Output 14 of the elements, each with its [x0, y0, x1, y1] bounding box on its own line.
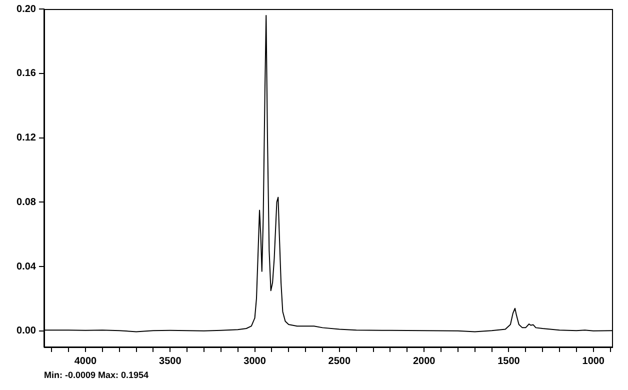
x-tick-label: 2000 — [412, 356, 436, 367]
x-tick-label: 3000 — [244, 356, 266, 367]
y-tick-label: 0.16 — [16, 68, 36, 80]
x-tick-label: 4000 — [74, 356, 98, 367]
x-tick-label: 2500 — [328, 356, 351, 367]
y-tick-label: 0.00 — [16, 326, 36, 337]
y-tick-label: 0.04 — [16, 261, 36, 272]
y-tick-label: 0.08 — [16, 196, 36, 208]
y-tick-label: 0.20 — [16, 4, 36, 15]
x-tick-label: 3500 — [159, 356, 182, 367]
x-tick-label: 1000 — [582, 356, 605, 367]
x-tick-label: 1500 — [498, 356, 520, 367]
y-tick-label: 0.12 — [16, 132, 36, 144]
text: Min: -0.0009 Max: 0.1954 — [44, 370, 149, 380]
